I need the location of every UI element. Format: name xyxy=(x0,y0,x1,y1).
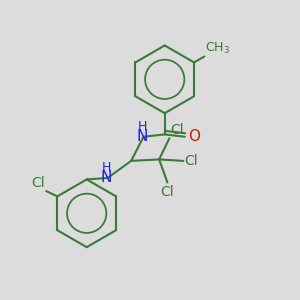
Text: Cl: Cl xyxy=(185,154,198,168)
Text: N: N xyxy=(136,129,148,144)
Text: H: H xyxy=(101,161,111,174)
Text: Cl: Cl xyxy=(160,185,174,199)
Text: H: H xyxy=(137,120,147,133)
Text: Cl: Cl xyxy=(31,176,45,190)
Text: CH$_3$: CH$_3$ xyxy=(205,41,230,56)
Text: Cl: Cl xyxy=(171,123,184,137)
Text: O: O xyxy=(188,129,200,144)
Text: N: N xyxy=(100,170,112,185)
